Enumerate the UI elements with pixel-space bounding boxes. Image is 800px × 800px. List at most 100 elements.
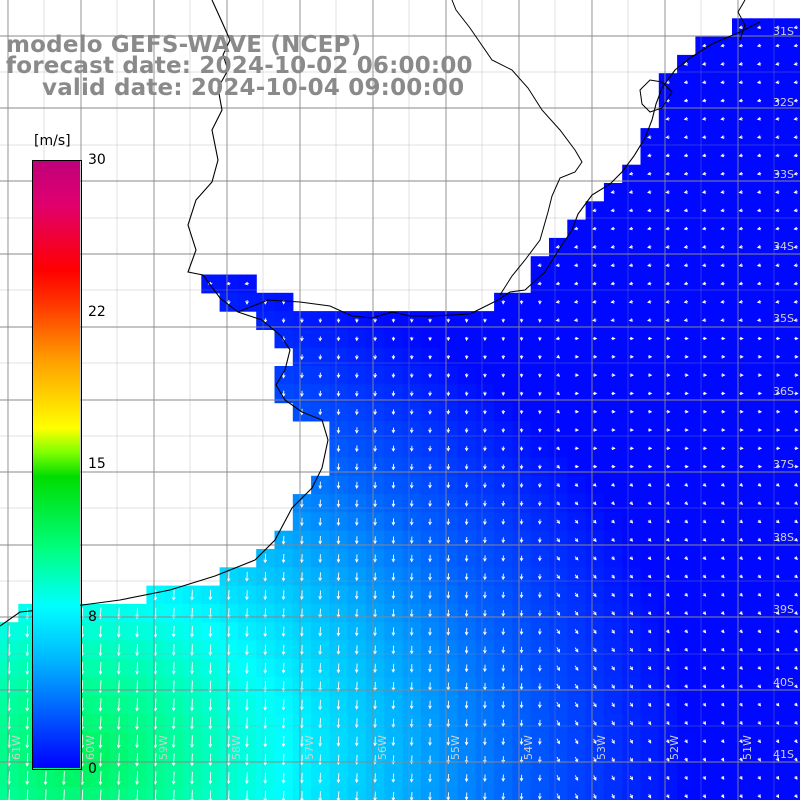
- wind-arrow: [483, 537, 487, 544]
- wind-arrow: [702, 556, 707, 560]
- wind-arrow: [738, 190, 743, 194]
- wind-arrow: [190, 626, 194, 638]
- wind-arrow: [391, 572, 396, 581]
- lon-label-54w: 54W: [522, 735, 535, 760]
- wind-arrow: [684, 519, 689, 524]
- wind-arrow: [683, 171, 688, 176]
- wind-arrow: [794, 574, 798, 579]
- wind-arrow: [355, 318, 359, 323]
- wind-speed-cell: [786, 475, 800, 495]
- wind-speed-cell: [786, 237, 800, 257]
- wind-arrow: [318, 318, 323, 324]
- wind-arrow: [793, 318, 798, 322]
- wind-arrow: [665, 226, 670, 231]
- wind-arrow: [574, 556, 579, 561]
- wind-arrow: [538, 446, 542, 452]
- wind-arrow: [446, 318, 451, 323]
- wind-arrow: [537, 482, 542, 488]
- wind-arrow: [776, 483, 780, 487]
- wind-arrow: [666, 611, 670, 616]
- wind-arrow: [519, 318, 524, 323]
- wind-arrow: [318, 372, 323, 379]
- wind-arrow: [739, 355, 744, 359]
- wind-arrow: [501, 555, 506, 562]
- wind-arrow: [666, 464, 671, 469]
- wind-arrow: [593, 409, 598, 414]
- wind-arrow: [409, 500, 414, 508]
- wind-arrow: [373, 427, 377, 434]
- wind-arrow: [593, 446, 598, 451]
- lat-label-35s: 35S: [773, 312, 794, 325]
- wind-arrow: [281, 553, 286, 564]
- wind-arrow: [318, 517, 322, 527]
- wind-arrow: [666, 483, 670, 487]
- wind-arrow: [464, 500, 469, 507]
- wind-arrow: [593, 574, 597, 579]
- wind-arrow: [318, 626, 322, 637]
- wind-speed-cell: [732, 786, 751, 800]
- wind-arrow: [628, 281, 634, 286]
- wind-arrow: [794, 409, 799, 414]
- wind-arrow: [701, 62, 707, 66]
- lon-label-57w: 57W: [303, 735, 316, 760]
- wind-arrow: [720, 208, 725, 213]
- wind-arrow: [611, 629, 615, 634]
- wind-arrow: [739, 501, 744, 505]
- wind-arrow: [336, 481, 341, 490]
- wind-arrow: [701, 135, 707, 139]
- wind-arrow: [683, 153, 688, 158]
- wind-arrow: [701, 208, 707, 213]
- wind-arrow: [683, 263, 688, 268]
- wind-arrow: [665, 135, 670, 139]
- wind-arrow: [756, 135, 762, 139]
- wind-arrow: [610, 318, 615, 322]
- wind-arrow: [501, 300, 506, 305]
- wind-arrow: [354, 554, 359, 563]
- wind-arrow: [775, 226, 780, 231]
- lat-label-34s: 34S: [773, 240, 794, 253]
- wind-arrow: [556, 373, 561, 377]
- wind-arrow: [701, 171, 707, 176]
- wind-arrow: [555, 299, 560, 304]
- wind-arrow: [556, 537, 561, 543]
- wind-arrow: [757, 409, 763, 414]
- wind-arrow: [538, 336, 542, 342]
- wind-arrow: [757, 537, 762, 542]
- wind-arrow: [336, 554, 341, 563]
- wind-arrow: [776, 428, 781, 432]
- wind-arrow: [775, 135, 780, 139]
- wind-arrow: [720, 629, 725, 634]
- wind-arrow: [116, 625, 121, 638]
- wind-arrow: [721, 446, 726, 451]
- wind-arrow: [391, 409, 396, 416]
- wind-arrow: [721, 428, 726, 432]
- wind-arrow: [226, 626, 231, 638]
- wind-arrow: [336, 445, 341, 453]
- wind-arrow: [592, 483, 597, 487]
- wind-arrow: [300, 390, 304, 398]
- wind-arrow: [592, 318, 597, 322]
- wind-arrow: [776, 355, 781, 359]
- wind-arrow: [628, 226, 634, 231]
- wind-arrow: [775, 62, 780, 66]
- wind-arrow: [794, 592, 798, 597]
- wind-arrow: [721, 409, 726, 414]
- wind-arrow: [300, 354, 304, 361]
- wind-arrow: [702, 519, 707, 524]
- wind-arrow: [628, 263, 634, 268]
- wind-arrow: [574, 464, 580, 469]
- wind-speed-cell: [786, 786, 800, 800]
- wind-arrow: [702, 355, 708, 359]
- wind-arrow: [757, 647, 762, 652]
- wind-speed-cell: [786, 311, 800, 330]
- wind-arrow: [336, 427, 341, 434]
- wind-arrow: [775, 171, 780, 176]
- wind-arrow: [537, 263, 542, 268]
- wind-arrow: [592, 245, 597, 249]
- wind-arrow: [355, 336, 359, 342]
- wind-arrow: [756, 263, 762, 268]
- wind-arrow: [702, 336, 708, 341]
- wind-speed-cell: [786, 73, 800, 93]
- wind-arrow: [556, 628, 561, 635]
- wind-arrow: [483, 464, 487, 470]
